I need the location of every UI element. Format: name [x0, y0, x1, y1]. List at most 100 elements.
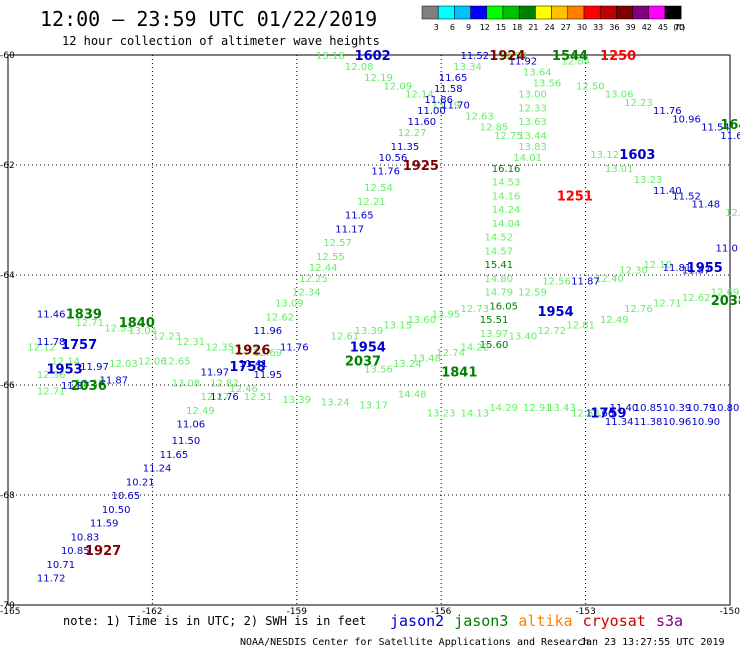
wave-height-point: 11.65 [439, 73, 468, 84]
wave-height-point: 11.58 [434, 84, 463, 95]
wave-height-point: 12.19 [364, 73, 393, 84]
colorbar-tick: 21 [528, 23, 538, 32]
colorbar-tick: 33 [593, 23, 603, 32]
time-label: 1645 [720, 118, 740, 133]
colorbar-swatch [551, 5, 569, 20]
colorbar-swatch [535, 5, 552, 20]
wave-height-point: 13.43 [547, 403, 576, 414]
wave-height-point: 14.24 [492, 205, 521, 216]
wave-height-point: 12.25 [299, 274, 328, 285]
colorbar-swatch [567, 5, 585, 20]
time-label: 1926 [234, 343, 270, 358]
wave-height-point: 13.83 [518, 142, 547, 153]
wave-height-point: 10.65 [111, 491, 140, 502]
wave-height-point: 12.23 [624, 98, 653, 109]
wave-height-point: 13.04 [128, 326, 157, 337]
time-label: 1925 [403, 159, 439, 174]
wave-height-point: 13.15 [383, 321, 412, 332]
wave-height-point: 12.23 [152, 332, 181, 343]
wave-height-point: 10.71 [47, 560, 76, 571]
plot-area: -165 -162 -159 -156 -153 -150 -60 -62 -64 -66 -68 -… [0, 49, 740, 617]
wave-height-point: 11.46 [37, 310, 66, 321]
colorbar-swatch [583, 5, 601, 20]
wave-height-point: 14.13 [460, 409, 489, 420]
colorbar-tick: 36 [609, 23, 619, 32]
time-label: 1839 [66, 308, 102, 323]
wave-height-point: 12.57 [323, 238, 352, 249]
colorbar-tick: 42 [642, 23, 652, 32]
wave-height-point: 12.06 [138, 356, 167, 367]
wave-height-point: 10.85 [634, 403, 663, 414]
legend-cryosat: cryosat [583, 612, 646, 630]
wave-height-point: 12.40 [595, 274, 624, 285]
wave-height-point: 12.50 [576, 81, 605, 92]
wave-height-point: 11.86 [424, 95, 453, 106]
wave-height-point: 13.08 [172, 378, 201, 389]
wave-height-point: 11.40 [610, 403, 639, 414]
wave-height-point: 11.96 [253, 326, 282, 337]
colorbar-swatch [599, 5, 617, 20]
time-label: 1927 [85, 544, 121, 559]
wave-height-point: 11.0 [716, 244, 738, 255]
wave-height-point: 11.41 [239, 359, 268, 370]
wave-height-point: 13.97 [480, 329, 509, 340]
wave-height-point: 12.69 [711, 288, 740, 299]
wave-height-point: 15.41 [485, 260, 514, 271]
wave-height-point: 11.59 [90, 519, 119, 530]
wave-height-point: 13.39 [355, 326, 384, 337]
wave-height-point: 12.62 [266, 312, 295, 323]
wave-height-point: 12.56 [542, 277, 571, 288]
wave-height-point: 15.51 [480, 315, 509, 326]
wave-height-point: 13.09 [275, 299, 304, 310]
wave-height-point: 12.88 [571, 409, 600, 420]
time-label: 1544 [552, 49, 588, 64]
wave-height-point: 12.65 [162, 356, 191, 367]
wave-height-point: 13.17 [359, 400, 388, 411]
wave-height-point: 13.18 [316, 51, 345, 62]
wave-height-point: 12.21 [357, 197, 386, 208]
wave-height-point: 11.34 [605, 417, 634, 428]
time-label: 2036 [71, 379, 107, 394]
wave-height-point: 12.71 [75, 318, 104, 329]
wave-height-point: 12.09 [383, 81, 412, 92]
time-label: 1954 [537, 305, 573, 320]
time-label: 2037 [345, 354, 381, 369]
wave-height-point: 11.87 [61, 381, 90, 392]
wave-height-point: 11.76 [653, 106, 682, 117]
time-label: 1757 [61, 338, 97, 353]
grid [8, 55, 730, 605]
wave-height-point: 13.06 [605, 90, 634, 101]
wave-height-point: 12.33 [518, 103, 547, 114]
wave-height-point: 11.40 [653, 186, 682, 197]
wave-height-point: 13.23 [634, 175, 663, 186]
wave-height-point: 11.60 [408, 117, 437, 128]
wave-height-point: 11.52 [460, 51, 489, 62]
wave-height-point: 11.72 [37, 574, 66, 585]
footer-timestamp: Jan 23 13:27:55 UTC 2019 [580, 637, 725, 648]
colorbar-tick: 6 [450, 23, 455, 32]
y-tick-label: -62 [0, 161, 15, 171]
wave-height-point: 14.29 [489, 403, 518, 414]
colorbar-tick: 15 [496, 23, 506, 32]
wave-height-point: 12.54 [364, 183, 393, 194]
wave-height-point: 11.76 [371, 167, 400, 178]
wave-height-point: 12.51 [244, 392, 273, 403]
wave-height-point: 10.80 [711, 403, 740, 414]
x-tick-label: -156 [431, 607, 452, 617]
colorbar-swatch [470, 5, 488, 20]
time-label: 2038 [711, 294, 740, 309]
wave-height-point: 13.00 [518, 90, 547, 101]
wave-height-point: 11.00 [417, 106, 446, 117]
wave-height-point: 11.97 [201, 367, 230, 378]
colorbar-tick: 18 [512, 23, 522, 32]
wave-height-point: 13.01 [605, 164, 634, 175]
time-label: 1954 [350, 341, 386, 356]
wave-height-point: 11.48 [691, 200, 720, 211]
time-label: 1250 [600, 49, 636, 64]
wave-height-point: 12.36 [37, 370, 66, 381]
wave-height-point: 11.50 [172, 436, 201, 447]
wave-height-point: 12.12 [27, 343, 56, 354]
colorbar-tick: 27 [561, 23, 571, 32]
wave-height-point: 13.19 [432, 101, 461, 112]
